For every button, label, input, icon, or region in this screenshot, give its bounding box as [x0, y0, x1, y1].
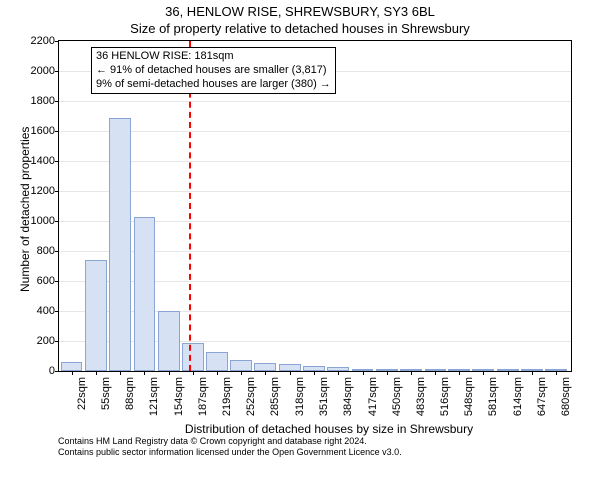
annotation-line: ← 91% of detached houses are smaller (3,… — [96, 64, 331, 78]
xtick-mark — [435, 371, 436, 375]
xtick-mark — [314, 371, 315, 375]
xtick-mark — [387, 371, 388, 375]
histogram-bar — [134, 217, 156, 372]
ytick-label: 1600 — [31, 125, 59, 137]
x-axis-title: Distribution of detached houses by size … — [58, 422, 600, 436]
xtick-label: 55sqm — [100, 377, 112, 410]
page-subtitle: Size of property relative to detached ho… — [0, 21, 600, 36]
xtick-label: 252sqm — [245, 377, 257, 416]
histogram-bar — [85, 260, 107, 371]
xtick-mark — [72, 371, 73, 375]
gridline — [59, 131, 571, 132]
gridline — [59, 161, 571, 162]
xtick-label: 187sqm — [197, 377, 209, 416]
ytick-label: 2000 — [31, 65, 59, 77]
histogram-bar — [254, 363, 276, 371]
xtick-label: 614sqm — [512, 377, 524, 416]
page-title: 36, HENLOW RISE, SHREWSBURY, SY3 6BL — [0, 4, 600, 19]
xtick-label: 22sqm — [76, 377, 88, 410]
xtick-mark — [290, 371, 291, 375]
xtick-mark — [508, 371, 509, 375]
xtick-label: 581sqm — [487, 377, 499, 416]
histogram-plot: 0200400600800100012001400160018002000220… — [58, 40, 572, 372]
xtick-label: 318sqm — [294, 377, 306, 416]
xtick-label: 450sqm — [391, 377, 403, 416]
xtick-mark — [363, 371, 364, 375]
gridline — [59, 101, 571, 102]
xtick-label: 384sqm — [342, 377, 354, 416]
histogram-bar — [61, 362, 83, 371]
histogram-bar — [230, 360, 252, 371]
xtick-label: 88sqm — [124, 377, 136, 410]
xtick-mark — [483, 371, 484, 375]
xtick-label: 219sqm — [221, 377, 233, 416]
ytick-label: 800 — [37, 245, 59, 257]
xtick-mark — [265, 371, 266, 375]
ytick-label: 1400 — [31, 155, 59, 167]
xtick-mark — [193, 371, 194, 375]
xtick-label: 548sqm — [463, 377, 475, 416]
xtick-mark — [532, 371, 533, 375]
xtick-mark — [169, 371, 170, 375]
xtick-label: 154sqm — [173, 377, 185, 416]
chart-wrap: Number of detached properties 0200400600… — [58, 40, 600, 436]
ytick-label: 1800 — [31, 95, 59, 107]
histogram-bar — [206, 352, 228, 372]
xtick-label: 483sqm — [415, 377, 427, 416]
ytick-label: 1200 — [31, 185, 59, 197]
xtick-label: 351sqm — [318, 377, 330, 416]
footer-line-2: Contains public sector information licen… — [58, 447, 600, 458]
footer: Contains HM Land Registry data © Crown c… — [58, 436, 600, 459]
xtick-label: 417sqm — [367, 377, 379, 416]
annotation-line: 9% of semi-detached houses are larger (3… — [96, 78, 331, 92]
annotation-box: 36 HENLOW RISE: 181sqm← 91% of detached … — [91, 47, 336, 94]
xtick-label: 647sqm — [536, 377, 548, 416]
xtick-label: 516sqm — [439, 377, 451, 416]
annotation-line: 36 HENLOW RISE: 181sqm — [96, 50, 331, 64]
ytick-label: 0 — [49, 365, 59, 377]
gridline — [59, 191, 571, 192]
xtick-mark — [411, 371, 412, 375]
y-axis-title: Number of detached properties — [18, 127, 32, 292]
histogram-bar — [158, 311, 180, 371]
xtick-mark — [144, 371, 145, 375]
xtick-label: 121sqm — [148, 377, 160, 416]
ytick-label: 2200 — [31, 35, 59, 47]
xtick-label: 680sqm — [560, 377, 572, 416]
xtick-mark — [556, 371, 557, 375]
footer-line-1: Contains HM Land Registry data © Crown c… — [58, 436, 600, 447]
xtick-mark — [459, 371, 460, 375]
xtick-mark — [217, 371, 218, 375]
ytick-label: 1000 — [31, 215, 59, 227]
xtick-mark — [241, 371, 242, 375]
xtick-label: 285sqm — [269, 377, 281, 416]
histogram-bar — [182, 343, 204, 372]
histogram-bar — [109, 118, 131, 372]
xtick-mark — [120, 371, 121, 375]
ytick-label: 600 — [37, 275, 59, 287]
xtick-mark — [338, 371, 339, 375]
xtick-mark — [96, 371, 97, 375]
ytick-label: 400 — [37, 305, 59, 317]
histogram-bar — [279, 364, 301, 371]
ytick-label: 200 — [37, 335, 59, 347]
